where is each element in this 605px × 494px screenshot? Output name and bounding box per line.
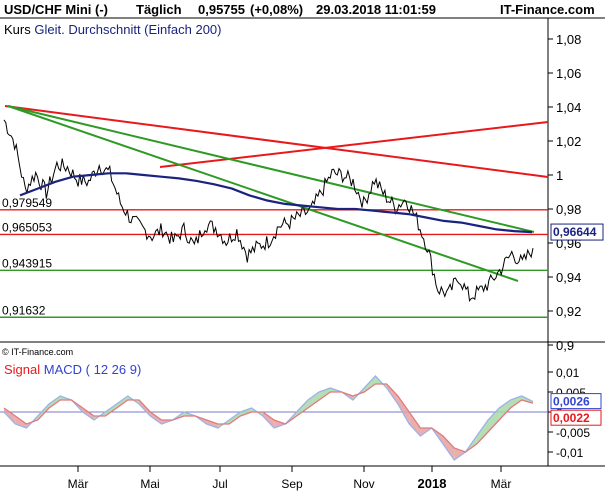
header-symbol: USD/CHF Mini (-) xyxy=(4,2,108,17)
price-line xyxy=(3,119,534,303)
macd-fill xyxy=(510,396,522,408)
macd-y-tick-label: -0,01 xyxy=(556,446,584,460)
legend-ma: Gleit. Durchschnitt (Einfach 200) xyxy=(34,22,222,37)
macd-fill xyxy=(488,408,500,432)
y-tick-label: 1,08 xyxy=(556,32,581,47)
red-uptrend-line xyxy=(159,121,549,168)
macd-fill xyxy=(206,420,218,428)
red-downtrend-line xyxy=(4,105,549,178)
macd-fill xyxy=(150,412,162,424)
ma-value-badge xyxy=(550,223,604,241)
legend-kurs: Kurs xyxy=(4,22,31,37)
macd-fill xyxy=(397,396,410,424)
ma-value-badge-label: 0,96644 xyxy=(553,225,597,239)
macd-fill xyxy=(443,436,455,460)
y-tick-label: 0,9 xyxy=(556,338,574,353)
moving-average-line xyxy=(19,172,533,234)
macd-fill xyxy=(37,404,49,420)
signal-value-badge xyxy=(550,409,602,426)
header-period: Täglich xyxy=(136,2,182,17)
legend-main: Kurs Gleit. Durchschnitt (Einfach 200) xyxy=(2,22,224,37)
y-tick-label: 1 xyxy=(556,168,563,183)
macd-fill xyxy=(274,420,286,428)
macd-line xyxy=(3,375,534,461)
legend-macd-name: MACD ( 12 26 9) xyxy=(43,362,142,377)
signal-line xyxy=(3,383,534,453)
macd-fill xyxy=(296,400,308,416)
macd-fill xyxy=(229,412,241,424)
y-tick-label: 0,92 xyxy=(556,304,581,319)
macd-y-tick-label: 0,01 xyxy=(556,366,580,380)
macd-fill xyxy=(307,392,320,408)
signal-value-badge-label: 0,0022 xyxy=(553,411,590,425)
macd-fill xyxy=(499,400,511,420)
header-brand: IT-Finance.com xyxy=(500,2,595,17)
green-trend-line-1 xyxy=(7,105,535,233)
credit-text: © IT-Finance.com xyxy=(2,347,74,357)
macd-value-badge-label: 0,0026 xyxy=(553,395,590,409)
macd-fill xyxy=(319,388,331,400)
x-tick-label: Nov xyxy=(353,477,374,491)
level-label: 0,965053 xyxy=(2,220,52,234)
x-tick-label: Sep xyxy=(281,477,303,491)
macd-fill xyxy=(4,408,16,424)
legend-signal: Signal xyxy=(4,362,41,377)
x-tick-label: Mär xyxy=(68,477,89,491)
y-tick-label: 1,04 xyxy=(556,100,581,115)
macd-value-badge xyxy=(550,393,602,410)
level-label: 0,943915 xyxy=(2,256,52,270)
y-tick-label: 1,02 xyxy=(556,134,581,149)
y-tick-label: 0,94 xyxy=(556,270,581,285)
macd-fill xyxy=(139,400,151,416)
level-label: 0,979549 xyxy=(2,196,52,210)
macd-fill xyxy=(409,412,421,436)
x-tick-label: Mär xyxy=(491,477,512,491)
x-tick-label: Mai xyxy=(140,477,159,491)
macd-fill xyxy=(116,396,128,408)
level-label: 0,91632 xyxy=(2,303,46,317)
macd-fill xyxy=(105,404,117,416)
macd-fill xyxy=(240,408,252,416)
y-tick-label: 1,06 xyxy=(556,66,581,81)
x-tick-label: 2018 xyxy=(418,476,447,491)
macd-y-tick-label: -0,005 xyxy=(556,426,590,440)
green-trend-line-2 xyxy=(7,105,519,282)
legend-macd: Signal MACD ( 12 26 9) xyxy=(2,362,144,377)
header-datetime: 29.03.2018 11:01:59 xyxy=(316,2,436,17)
macd-fill xyxy=(364,376,376,392)
macd-fill xyxy=(262,412,275,428)
header-change: (+0,08%) xyxy=(250,2,304,17)
macd-fill xyxy=(476,420,488,444)
y-tick-label: 0,98 xyxy=(556,202,581,217)
macd-fill xyxy=(82,408,94,420)
x-tick-label: Jul xyxy=(212,477,227,491)
macd-fill xyxy=(49,396,61,408)
header-last: 0,95755 xyxy=(198,2,245,17)
